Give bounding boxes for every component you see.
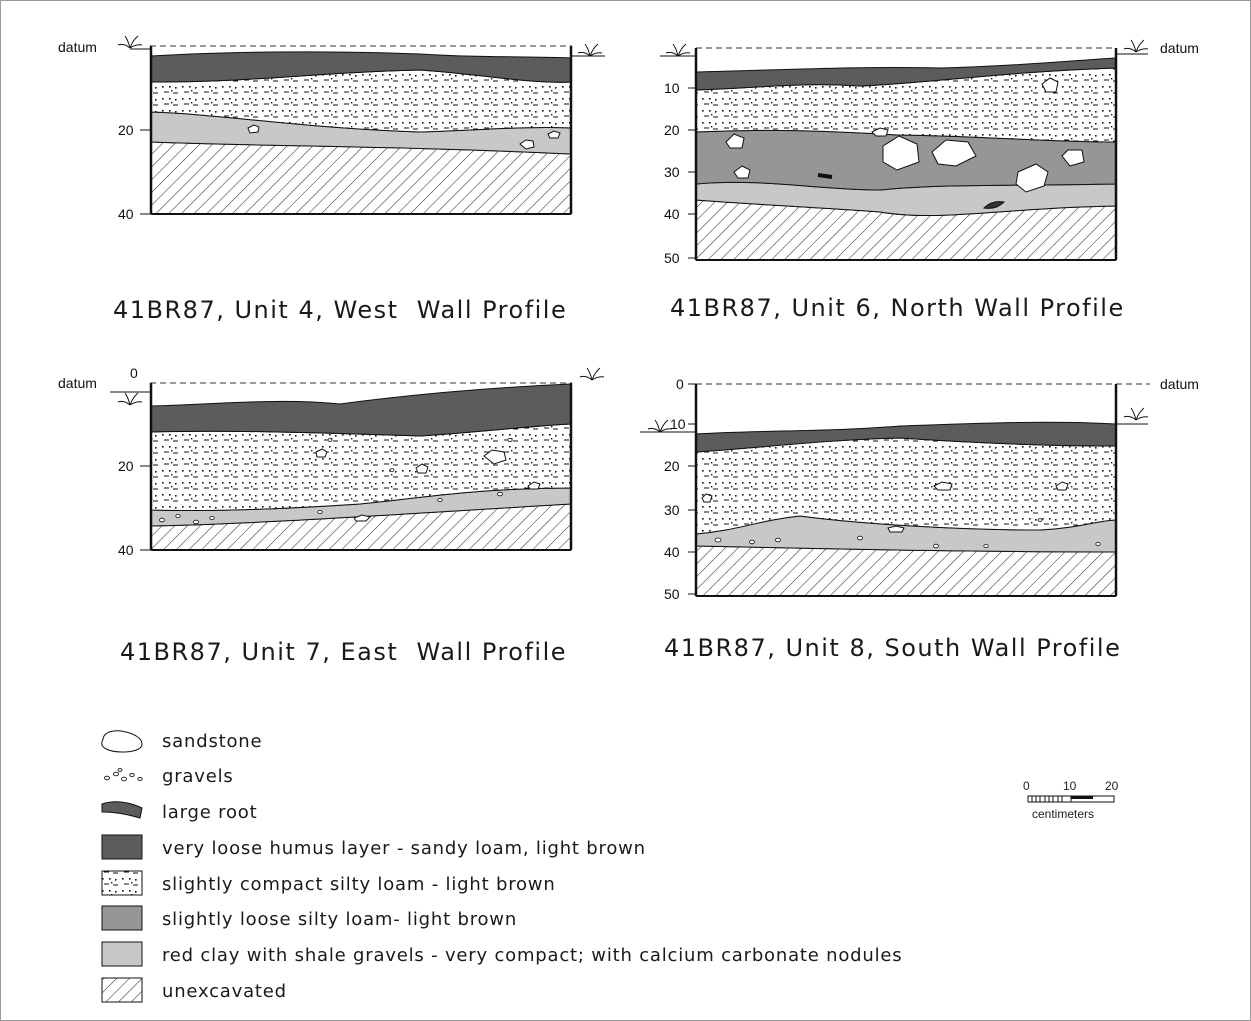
sandstone-clast — [1015, 163, 1049, 193]
legend-label-gravels: gravels — [162, 766, 234, 787]
sandstone-clast — [519, 139, 535, 150]
grass-tuft-icon — [647, 419, 673, 433]
profile-title: 41BR87, Unit 8, South Wall Profile — [664, 634, 1121, 662]
profile-unit4-west: datum 20 40 41BR87, Unit 4, West Wall Pr… — [58, 35, 605, 324]
sandstone-clast — [547, 130, 561, 139]
profile-unit7-east: datum 0 20 40 41BR87, Unit 7, East Wall … — [58, 365, 605, 666]
profile-title: 41BR87, Unit 6, North Wall Profile — [670, 294, 1125, 322]
sandstone-clast — [817, 173, 833, 179]
scale-tick-label: 0 — [1023, 779, 1030, 793]
grass-tuft-icon — [1123, 39, 1149, 53]
depth-label: 50 — [664, 586, 680, 602]
sandstone-clast — [527, 481, 541, 490]
layer-humus — [150, 383, 572, 437]
depth-label: 0 — [676, 376, 684, 392]
grass-tuft-icon — [577, 43, 603, 57]
layer-silty-compact — [695, 437, 1117, 535]
legend-label-silty-compact: slightly compact silty loam - light brow… — [162, 874, 556, 895]
sandstone-clast — [483, 449, 507, 465]
gravels-symbol — [104, 768, 143, 782]
red-clay-swatch — [101, 941, 143, 967]
large-root-symbol — [101, 801, 143, 819]
gravels — [159, 437, 513, 525]
legend: sandstone gravels large root very loose … — [101, 730, 902, 1003]
humus-swatch — [101, 834, 143, 860]
depth-label: 40 — [118, 542, 134, 558]
scale-bar: 0 10 20 centimeters — [1023, 779, 1119, 821]
depth-label: 20 — [118, 458, 134, 474]
sandstone-clast — [931, 139, 977, 167]
sandstone-clast — [933, 481, 953, 491]
sandstone-clast — [725, 133, 745, 149]
unexcavated-swatch — [101, 977, 143, 1003]
datum-label: datum — [1160, 40, 1199, 56]
profile-title: 41BR87, Unit 4, West Wall Profile — [113, 296, 567, 324]
silty-compact-swatch — [101, 870, 143, 896]
layer-unexcavated — [150, 141, 572, 215]
sandstone-clast — [1041, 77, 1059, 93]
scale-tick-label: 10 — [1063, 779, 1077, 793]
legend-label-humus: very loose humus layer - sandy loam, lig… — [162, 838, 646, 859]
legend-label-red-clay: red clay with shale gravels - very compa… — [162, 945, 902, 966]
sandstone-symbol — [101, 730, 143, 753]
depth-label: 20 — [664, 122, 680, 138]
sandstone-clast — [353, 514, 371, 522]
legend-label-unexcavated: unexcavated — [162, 981, 287, 1002]
sandstone-clast — [733, 165, 751, 179]
layer-unexcavated — [695, 545, 1117, 597]
datum-label: datum — [58, 375, 97, 391]
sandstone-clast — [1061, 149, 1085, 167]
sandstone-clast — [701, 493, 713, 503]
legend-label-silty-loose: slightly loose silty loam- light brown — [162, 909, 517, 930]
datum-label: datum — [1160, 376, 1199, 392]
profile-title: 41BR87, Unit 7, East Wall Profile — [120, 638, 567, 666]
depth-label: 40 — [664, 544, 680, 560]
sandstone-clast — [415, 463, 429, 474]
scale-bar-segment — [1071, 796, 1093, 799]
depth-label: 40 — [118, 206, 134, 222]
grass-tuft-icon — [117, 392, 143, 406]
depth-label: 0 — [130, 365, 138, 381]
profile-unit8-south: datum 0 10 20 30 40 50 41BR87, Unit 8, S… — [640, 376, 1199, 662]
datum-label: datum — [58, 39, 97, 55]
sandstone-clast — [887, 525, 905, 533]
scale-tick-label: 20 — [1105, 779, 1119, 793]
large-root — [982, 201, 1006, 209]
legend-label-sandstone: sandstone — [162, 731, 262, 752]
grass-tuft-icon — [1123, 407, 1149, 421]
depth-label: 10 — [664, 80, 680, 96]
grass-tuft-icon — [117, 35, 143, 49]
grass-tuft-icon — [579, 367, 605, 381]
depth-label: 20 — [118, 122, 134, 138]
depth-label: 20 — [664, 458, 680, 474]
grass-tuft-icon — [665, 43, 691, 57]
scale-unit-label: centimeters — [1032, 807, 1094, 821]
depth-label: 40 — [664, 206, 680, 222]
sandstone-clast — [1055, 481, 1069, 491]
silty-loose-swatch — [101, 905, 143, 931]
sandstone-clast — [882, 135, 920, 171]
profile-unit6-north: datum 10 20 30 40 50 41BR87, Unit 6, Nor… — [660, 39, 1199, 322]
depth-label: 10 — [670, 416, 686, 432]
depth-label: 50 — [664, 250, 680, 266]
depth-label: 30 — [664, 164, 680, 180]
legend-label-large-root: large root — [162, 802, 257, 823]
sandstone-clast — [247, 124, 260, 134]
depth-label: 30 — [664, 502, 680, 518]
gravels — [714, 518, 1101, 549]
sandstone-clast — [315, 448, 328, 458]
sandstone-clast — [871, 127, 889, 137]
